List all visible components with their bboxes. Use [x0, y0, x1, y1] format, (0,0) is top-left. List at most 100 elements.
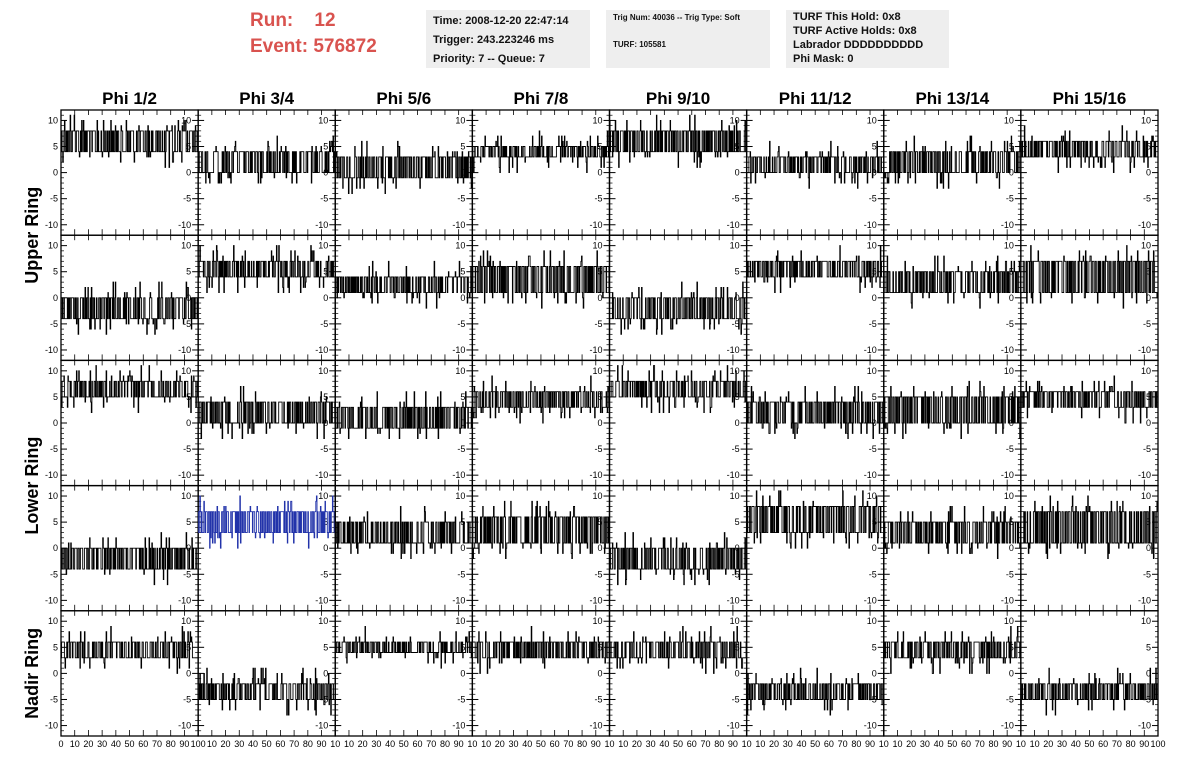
y-tick-label: 10: [1004, 616, 1014, 626]
x-tick-label: 50: [673, 739, 683, 749]
y-tick-label: 0: [735, 668, 740, 678]
x-tick-label: 30: [509, 739, 519, 749]
x-tick-label: 30: [783, 739, 793, 749]
y-tick-label: 10: [592, 366, 602, 376]
x-tick-label: 80: [851, 739, 861, 749]
x-tick-label: 50: [1084, 739, 1094, 749]
y-tick-label: -10: [315, 470, 328, 480]
x-tick-label: 50: [947, 739, 957, 749]
y-tick-label: -5: [1143, 569, 1151, 579]
waveform-trace: [883, 506, 1022, 560]
x-tick-label: 70: [152, 739, 162, 749]
y-tick-label: -5: [50, 694, 58, 704]
y-tick-label: -10: [1138, 470, 1151, 480]
waveform-trace: [198, 245, 336, 294]
y-tick-label: -5: [732, 319, 740, 329]
trigger-text: Trigger: 243.223246 ms: [433, 34, 555, 46]
y-tick-label: 10: [592, 616, 602, 626]
y-tick-label: -5: [594, 444, 602, 454]
x-tick-label: 60: [687, 739, 697, 749]
y-tick-label: 10: [455, 491, 465, 501]
y-tick-label: 0: [1009, 293, 1014, 303]
y-tick-label: 5: [53, 517, 58, 527]
y-tick-label: 10: [318, 241, 328, 251]
panel-frame: [197, 610, 336, 737]
y-tick-label: -10: [727, 595, 740, 605]
row-group-label: Nadir Ring: [22, 628, 42, 719]
panel-frame: [883, 610, 1022, 737]
x-tick-label: 20: [632, 739, 642, 749]
y-tick-label: 10: [730, 241, 740, 251]
x-tick-label: 50: [536, 739, 546, 749]
waveform-trace: [61, 365, 199, 414]
y-tick-label: -5: [183, 569, 191, 579]
y-tick-label: 10: [48, 616, 58, 626]
y-tick-label: 0: [1146, 168, 1151, 178]
x-tick-label: 100: [191, 739, 206, 749]
y-tick-label: 10: [730, 366, 740, 376]
x-tick-label: 80: [166, 739, 176, 749]
waveform-trace: [883, 135, 1022, 189]
y-tick-label: -10: [452, 345, 465, 355]
x-tick-label: 60: [961, 739, 971, 749]
y-tick-label: -10: [1001, 220, 1014, 230]
y-tick-label: -5: [869, 569, 877, 579]
y-tick-label: -5: [320, 444, 328, 454]
y-tick-label: 0: [460, 293, 465, 303]
x-tick-label: 40: [1071, 739, 1081, 749]
y-tick-label: 10: [1141, 616, 1151, 626]
y-tick-label: -10: [589, 470, 602, 480]
y-tick-label: -10: [864, 595, 877, 605]
waveform-trace: [198, 386, 336, 440]
y-tick-label: 0: [735, 293, 740, 303]
waveform-trace: [883, 625, 1021, 674]
y-tick-label: 5: [872, 392, 877, 402]
y-tick-label: -10: [727, 345, 740, 355]
column-header: Phi 3/4: [239, 89, 294, 108]
x-tick-label: 90: [865, 739, 875, 749]
waveform-trace: [609, 532, 748, 586]
waveform-trace: [883, 255, 1022, 309]
y-tick-label: -5: [50, 194, 58, 204]
x-tick-label: 30: [920, 739, 930, 749]
y-tick-label: -10: [45, 721, 58, 731]
y-tick-label: -10: [178, 721, 191, 731]
x-tick-label: 40: [659, 739, 669, 749]
y-tick-label: -5: [320, 319, 328, 329]
y-tick-label: -10: [452, 595, 465, 605]
y-tick-label: 10: [730, 491, 740, 501]
y-tick-label: -5: [594, 194, 602, 204]
column-header: Phi 13/14: [915, 89, 989, 108]
y-tick-label: 10: [48, 491, 58, 501]
x-tick-label: 70: [838, 739, 848, 749]
y-tick-label: -10: [315, 721, 328, 731]
x-tick-label: 80: [440, 739, 450, 749]
y-tick-label: -5: [457, 194, 465, 204]
panel-frame: [197, 234, 336, 362]
panel-frame: [608, 109, 748, 236]
y-tick-label: 10: [181, 241, 191, 251]
waveform-trace: [61, 532, 199, 586]
y-tick-label: 5: [186, 142, 191, 152]
y-tick-label: 10: [48, 366, 58, 376]
x-tick-label: 80: [1126, 739, 1136, 749]
waveform-trace: [335, 260, 473, 309]
y-tick-label: -5: [50, 569, 58, 579]
y-tick-label: 0: [735, 418, 740, 428]
y-tick-label: 0: [1009, 543, 1014, 553]
x-tick-label: 10: [604, 739, 614, 749]
y-tick-label: 10: [1004, 115, 1014, 125]
y-tick-label: -5: [594, 569, 602, 579]
column-header: Phi 1/2: [102, 89, 157, 108]
x-tick-label: 40: [796, 739, 806, 749]
y-tick-label: -10: [727, 470, 740, 480]
turf-text: TURF: 105581: [613, 40, 666, 49]
x-tick-label: 0: [58, 739, 63, 749]
y-tick-label: 10: [455, 616, 465, 626]
waveform-trace: [609, 281, 747, 335]
y-tick-label: 10: [48, 241, 58, 251]
y-tick-label: 10: [1004, 491, 1014, 501]
waveform-trace: [1020, 667, 1159, 716]
y-tick-label: -5: [320, 194, 328, 204]
x-tick-label: 80: [988, 739, 998, 749]
